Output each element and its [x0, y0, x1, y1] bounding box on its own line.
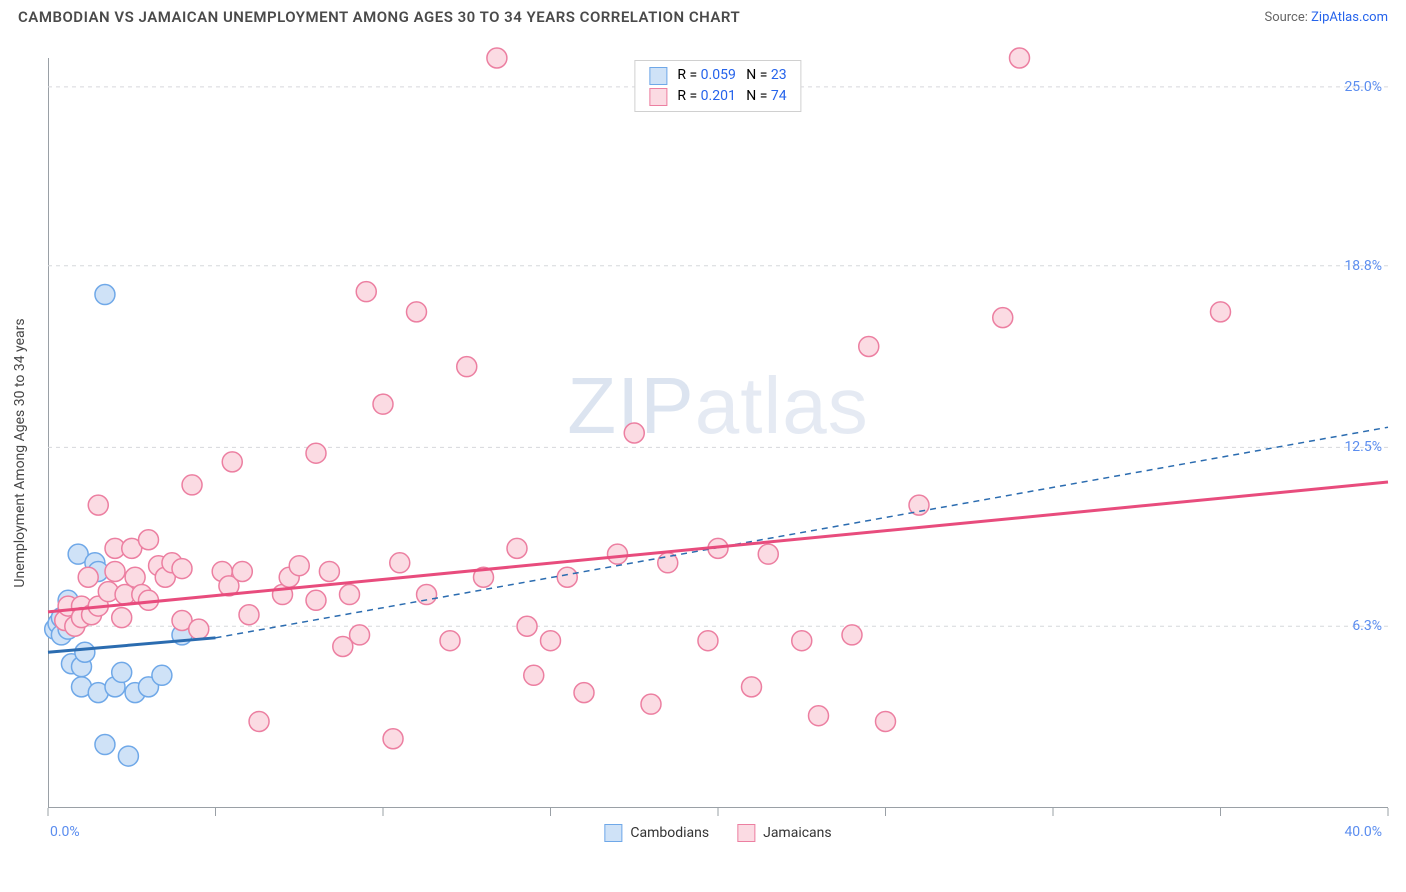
y-tick-label: 18.8%	[1344, 258, 1382, 274]
data-point	[306, 443, 326, 463]
plot-area: ZIPatlas R = 0.059 N = 23 R = 0.201 N = …	[48, 58, 1388, 848]
x-axis-min-label: 0.0%	[50, 824, 80, 840]
data-point	[809, 706, 829, 726]
data-point	[172, 559, 192, 579]
series-legend-item-1: Jamaicans	[737, 824, 832, 842]
data-point	[232, 561, 252, 581]
data-point	[75, 642, 95, 662]
chart-header: CAMBODIAN VS JAMAICAN UNEMPLOYMENT AMONG…	[0, 0, 1406, 30]
data-point	[95, 285, 115, 305]
trend-line-extension	[216, 427, 1389, 638]
series-legend-item-0: Cambodians	[604, 824, 709, 842]
data-point	[152, 665, 172, 685]
data-point	[112, 662, 132, 682]
data-point	[842, 625, 862, 645]
data-point	[457, 357, 477, 377]
data-point	[189, 619, 209, 639]
legend-text-0: R = 0.059 N = 23	[677, 65, 786, 86]
y-axis-label: Unemployment Among Ages 30 to 34 years	[12, 318, 28, 587]
data-point	[524, 665, 544, 685]
stats-legend-row-1: R = 0.201 N = 74	[649, 86, 786, 107]
data-point	[487, 48, 507, 68]
data-point	[641, 694, 661, 714]
data-point	[182, 475, 202, 495]
data-point	[876, 711, 896, 731]
y-tick-label: 12.5%	[1344, 439, 1382, 455]
series-label-0: Cambodians	[630, 825, 709, 841]
data-point	[698, 631, 718, 651]
data-point	[541, 631, 561, 651]
data-point	[95, 735, 115, 755]
source-prefix: Source:	[1264, 10, 1311, 25]
chart-title: CAMBODIAN VS JAMAICAN UNEMPLOYMENT AMONG…	[18, 8, 740, 26]
series-label-1: Jamaicans	[763, 825, 832, 841]
data-point	[758, 544, 778, 564]
data-point	[1010, 48, 1030, 68]
stats-legend-row-0: R = 0.059 N = 23	[649, 65, 786, 86]
y-tick-label: 25.0%	[1344, 79, 1382, 95]
data-point	[118, 746, 138, 766]
data-point	[88, 495, 108, 515]
series-swatch-1	[737, 824, 755, 842]
data-point	[557, 567, 577, 587]
trend-line	[48, 482, 1388, 612]
data-point	[340, 585, 360, 605]
data-point	[78, 567, 98, 587]
data-point	[390, 553, 410, 573]
series-swatch-0	[604, 824, 622, 842]
legend-swatch-0	[649, 67, 667, 85]
y-tick-label: 6.3%	[1352, 618, 1382, 634]
data-point	[742, 677, 762, 697]
data-point	[859, 336, 879, 356]
data-point	[993, 308, 1013, 328]
data-point	[507, 538, 527, 558]
data-point	[1211, 302, 1231, 322]
source-link[interactable]: ZipAtlas.com	[1311, 10, 1388, 25]
data-point	[112, 608, 132, 628]
data-point	[105, 561, 125, 581]
data-point	[440, 631, 460, 651]
data-point	[792, 631, 812, 651]
legend-text-1: R = 0.201 N = 74	[677, 86, 786, 107]
data-point	[407, 302, 427, 322]
series-legend: Cambodians Jamaicans	[604, 824, 831, 842]
data-point	[417, 585, 437, 605]
data-point	[624, 423, 644, 443]
data-point	[608, 544, 628, 564]
legend-swatch-1	[649, 88, 667, 106]
data-point	[289, 556, 309, 576]
data-point	[222, 452, 242, 472]
data-point	[356, 282, 376, 302]
data-point	[517, 616, 537, 636]
chart-area: Unemployment Among Ages 30 to 34 years Z…	[48, 58, 1388, 848]
data-point	[306, 590, 326, 610]
data-point	[319, 561, 339, 581]
data-point	[249, 711, 269, 731]
x-axis-max-label: 40.0%	[1344, 824, 1382, 840]
stats-legend: R = 0.059 N = 23 R = 0.201 N = 74	[634, 60, 801, 112]
data-point	[139, 530, 159, 550]
data-point	[383, 729, 403, 749]
data-point	[333, 636, 353, 656]
data-point	[373, 394, 393, 414]
source-attribution: Source: ZipAtlas.com	[1264, 10, 1388, 25]
data-point	[239, 605, 259, 625]
data-point	[350, 625, 370, 645]
trend-line	[48, 638, 216, 652]
plot-svg	[48, 58, 1388, 848]
data-point	[574, 683, 594, 703]
